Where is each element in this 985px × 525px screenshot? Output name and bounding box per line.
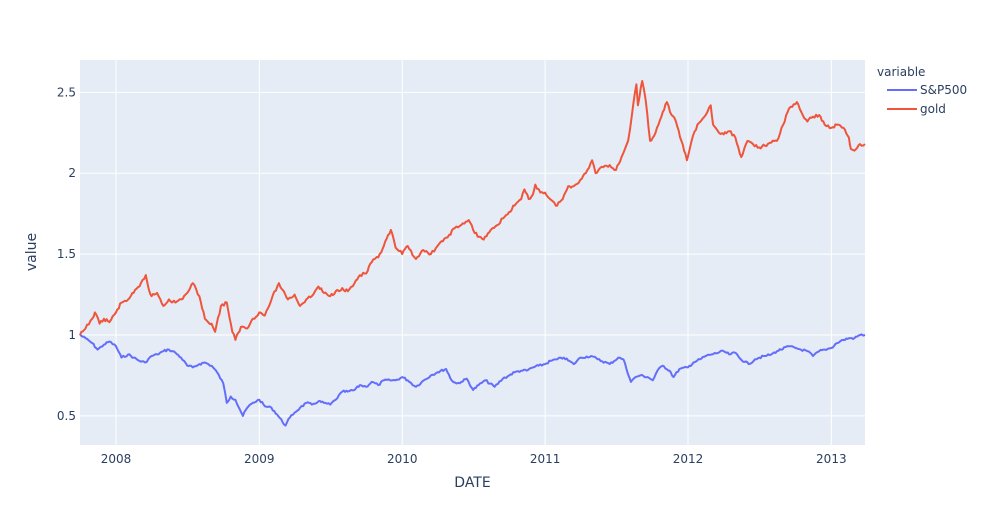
x-axis-ticks: 2008 2009 2010 2011 2012 2013 (101, 452, 847, 466)
plot-background (80, 60, 865, 445)
y-axis-title: value (24, 233, 40, 271)
y-axis-ticks: 0.5 1 1.5 2 2.5 (57, 85, 76, 423)
legend-label: gold (920, 102, 946, 116)
series-layer (79, 80, 866, 427)
x-tick-label: 2012 (673, 452, 704, 466)
y-tick-label: 0.5 (57, 409, 76, 423)
legend-title: variable (877, 65, 925, 79)
x-tick-label: 2009 (244, 452, 275, 466)
legend-label: S&P500 (920, 83, 967, 97)
series-line-gold (79, 80, 866, 341)
x-tick-label: 2013 (816, 452, 847, 466)
x-tick-label: 2010 (387, 452, 418, 466)
x-axis-title: DATE (454, 475, 490, 491)
y-tick-label: 1 (68, 328, 76, 342)
x-tick-label: 2011 (530, 452, 561, 466)
series-line-sp500 (79, 333, 866, 427)
y-tick-label: 2.5 (57, 85, 76, 99)
legend: variable S&P500 gold (877, 65, 967, 116)
y-tick-label: 2 (68, 166, 76, 180)
y-tick-label: 1.5 (57, 247, 76, 261)
x-tick-label: 2008 (101, 452, 132, 466)
